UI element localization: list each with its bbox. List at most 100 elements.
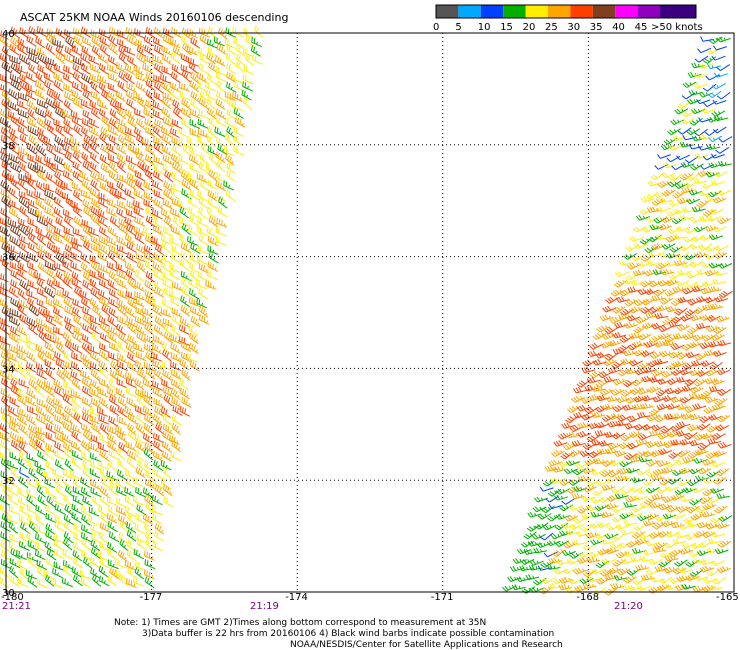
wind-barb — [668, 272, 683, 280]
wind-barb — [225, 27, 237, 38]
wind-barb — [170, 334, 182, 345]
wind-barb — [0, 317, 11, 328]
wind-barb — [668, 451, 682, 459]
wind-barb — [170, 342, 181, 354]
wind-barb — [19, 279, 31, 292]
wind-barb — [170, 352, 182, 363]
wind-barb — [26, 552, 38, 562]
wind-barb — [17, 413, 28, 426]
wind-barb — [115, 558, 126, 569]
wind-barb — [162, 91, 174, 102]
wind-barb — [640, 306, 654, 314]
wind-barb — [98, 396, 109, 409]
wind-barb — [27, 279, 39, 290]
lon-label-minus-171: -171 — [431, 592, 454, 603]
wind-barb — [664, 413, 678, 420]
wind-barb — [80, 352, 91, 364]
wind-barb — [53, 326, 65, 336]
wind-barb — [656, 584, 671, 592]
wind-barb — [161, 378, 172, 390]
wind-barb — [588, 550, 603, 558]
wind-barb — [125, 72, 135, 85]
wind-barb — [701, 107, 716, 114]
wind-barb — [18, 251, 30, 263]
wind-barb — [109, 404, 120, 417]
wind-barb — [133, 548, 145, 560]
wind-barb — [657, 279, 672, 287]
wind-barb — [638, 456, 653, 463]
wind-barb — [45, 523, 56, 535]
wind-barb — [172, 99, 182, 112]
wind-barb — [63, 494, 73, 507]
legend-tick-5: 5 — [455, 22, 461, 33]
wind-barb — [172, 161, 182, 174]
wind-barb — [686, 128, 701, 136]
wind-barb — [135, 81, 147, 93]
wind-barb — [91, 574, 102, 587]
wind-barb — [691, 108, 705, 115]
wind-barb — [107, 55, 119, 67]
wind-barb — [142, 315, 153, 326]
wind-barb — [196, 72, 208, 83]
wind-barb — [707, 90, 722, 99]
wind-barb — [188, 277, 199, 290]
wind-barb — [675, 403, 690, 411]
wind-barb — [676, 421, 691, 428]
wind-barb — [82, 109, 93, 121]
wind-barb — [153, 252, 164, 264]
wind-barb — [591, 568, 606, 575]
wind-barb — [526, 524, 541, 532]
wind-barb — [706, 470, 721, 478]
wind-barb — [153, 324, 164, 337]
wind-barb — [713, 476, 727, 485]
wind-barb — [615, 524, 630, 530]
wind-barb — [71, 45, 82, 57]
wind-barb — [693, 226, 708, 233]
wind-barb — [704, 128, 719, 136]
wind-barb — [529, 586, 544, 593]
wind-barb — [99, 36, 110, 47]
wind-barb — [216, 80, 226, 93]
wind-barb — [107, 440, 118, 453]
wind-barb — [55, 107, 67, 119]
wind-barb — [54, 351, 65, 363]
wind-barb — [572, 567, 587, 575]
wind-barb — [689, 497, 703, 506]
wind-barb — [144, 117, 155, 129]
wind-barb — [717, 339, 732, 347]
wind-barb — [8, 360, 19, 373]
wind-barb — [602, 403, 617, 411]
wind-barb — [46, 268, 57, 281]
wind-barb — [26, 368, 37, 380]
wind-barb — [675, 430, 690, 437]
wind-barb — [53, 79, 64, 92]
wind-barb — [676, 450, 691, 458]
wind-barb — [154, 118, 165, 130]
wind-barb — [26, 35, 37, 47]
wind-barb — [81, 550, 93, 561]
wind-barb — [595, 421, 610, 429]
wind-barb — [540, 560, 555, 568]
wind-barb — [65, 36, 76, 49]
wind-barb — [133, 189, 145, 200]
wind-barb — [44, 260, 57, 271]
wind-barb — [612, 405, 627, 413]
wind-barb — [37, 133, 48, 146]
wind-barb — [35, 385, 46, 398]
wind-barb — [35, 344, 46, 355]
wind-barb — [88, 125, 100, 137]
wind-barb — [54, 432, 66, 444]
lon-label-minus-165: -165 — [716, 592, 739, 603]
wind-barb — [552, 577, 567, 585]
wind-barb — [61, 181, 73, 192]
wind-barb — [661, 370, 676, 378]
wind-barb — [161, 271, 173, 282]
wind-barb — [640, 574, 655, 581]
wind-barb — [117, 341, 128, 353]
wind-barb — [628, 359, 643, 367]
wind-barb — [550, 533, 565, 540]
wind-barb — [670, 343, 685, 351]
wind-barb — [0, 335, 11, 346]
wind-barb — [27, 107, 37, 121]
wind-barb — [685, 351, 700, 359]
